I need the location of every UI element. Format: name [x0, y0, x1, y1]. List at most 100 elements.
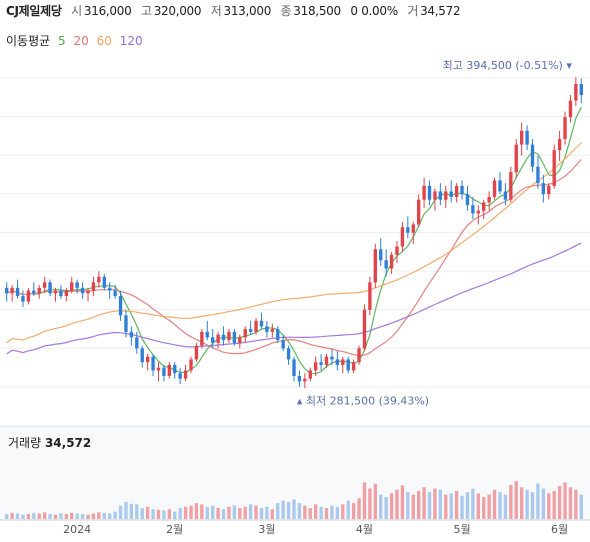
candle-body: [97, 276, 101, 283]
ma-20-line: [6, 159, 582, 357]
volume-bar: [433, 488, 437, 519]
volume-bar: [64, 514, 69, 519]
volume-bar: [265, 506, 269, 519]
candle-body: [557, 139, 562, 151]
candle-body: [574, 84, 578, 101]
volume-bar: [5, 514, 9, 519]
candle-body: [200, 331, 204, 346]
candle-body: [194, 345, 199, 360]
volume-bar: [26, 514, 31, 519]
candle-body: [373, 249, 377, 283]
volume-bar: [276, 503, 280, 519]
candle-body: [108, 287, 112, 291]
volume-bar: [503, 494, 508, 519]
volume-bar: [15, 513, 20, 519]
ma-120-label: 120: [119, 34, 143, 48]
volume-bar: [384, 497, 388, 519]
candle-body: [314, 362, 318, 371]
volume-bar: [536, 483, 540, 519]
candle-body: [384, 260, 388, 269]
low-annotation: ▴ 최저 281,500 (39.43%): [297, 394, 429, 407]
candle-body: [411, 224, 415, 233]
volume-bar: [454, 490, 459, 519]
candle-body: [140, 348, 144, 363]
volume-bar: [238, 508, 242, 519]
volume-bar: [303, 505, 307, 519]
candle-body: [135, 337, 139, 349]
volume-bar: [21, 514, 25, 519]
volume-bar: [389, 493, 394, 519]
candle-body: [113, 290, 117, 297]
volume-bar: [519, 487, 524, 519]
candle-body: [37, 287, 41, 294]
candle-body: [335, 359, 340, 365]
volume-bar: [162, 510, 166, 519]
candle-body: [444, 191, 448, 200]
high-label: 고: [140, 4, 152, 18]
open-label: 시: [71, 4, 82, 18]
change-value: 0 0.00%: [350, 4, 398, 18]
ma-legend[interactable]: 이동평균 5 20 60 120: [6, 32, 147, 49]
volume-bar: [579, 494, 583, 519]
volume-bar: [178, 508, 182, 519]
volume-bar: [563, 482, 567, 519]
candle-body: [91, 282, 96, 291]
volume-bar: [173, 511, 177, 519]
x-tick-label: 2월: [166, 523, 183, 536]
volume-bar: [232, 505, 237, 519]
candle-body: [389, 254, 394, 269]
volume-bar: [75, 513, 79, 519]
volume-bar: [319, 506, 323, 519]
volume-bar: [357, 498, 361, 519]
candle-body: [10, 287, 14, 294]
volume-bar: [330, 505, 334, 519]
candle-body: [53, 290, 58, 294]
candle-body: [406, 227, 410, 233]
volume-bar: [140, 508, 144, 519]
volume-bar: [574, 489, 578, 519]
candle-body: [341, 359, 345, 365]
volume-bar: [124, 501, 128, 519]
candle-body: [118, 296, 123, 316]
candle-body: [471, 205, 475, 214]
candle-body: [42, 282, 47, 288]
candle-body: [519, 130, 524, 145]
volume-bar: [395, 489, 399, 519]
volume-bar: [525, 489, 529, 519]
volume-bar: [362, 482, 367, 519]
candle-body: [438, 191, 443, 200]
volume-bar: [42, 512, 47, 519]
candle-body: [379, 249, 383, 261]
volume-panel-label: 거래량: [8, 436, 42, 450]
candle-body: [173, 364, 177, 374]
volume-bar: [205, 506, 209, 519]
volume-bar: [286, 501, 291, 519]
candle-body: [547, 185, 551, 195]
candle-body: [503, 191, 508, 200]
candle-body: [303, 378, 307, 382]
candle-body: [541, 183, 546, 195]
volume-bar: [487, 494, 491, 519]
volume-bar: [379, 494, 383, 519]
candle-body: [362, 309, 367, 349]
candle-body: [487, 196, 491, 203]
volume-bar: [248, 504, 253, 519]
volume-bar: [416, 490, 421, 519]
candle-body: [351, 362, 356, 371]
candle-body: [5, 287, 9, 294]
volume-bar: [254, 505, 258, 519]
low-value: 313,000: [223, 4, 272, 18]
candle-body: [254, 320, 258, 332]
candle-body: [324, 356, 329, 365]
candle-body: [162, 367, 166, 376]
stock-name[interactable]: CJ제일제당: [6, 4, 62, 18]
volume-bar: [324, 508, 329, 519]
volume-panel-value: 34,572: [44, 436, 92, 450]
candle-body: [216, 334, 220, 343]
volume-bar: [308, 508, 312, 519]
volume-bar: [368, 488, 372, 519]
candle-body: [492, 180, 497, 197]
candle-body: [21, 296, 25, 302]
candle-body: [156, 367, 161, 371]
